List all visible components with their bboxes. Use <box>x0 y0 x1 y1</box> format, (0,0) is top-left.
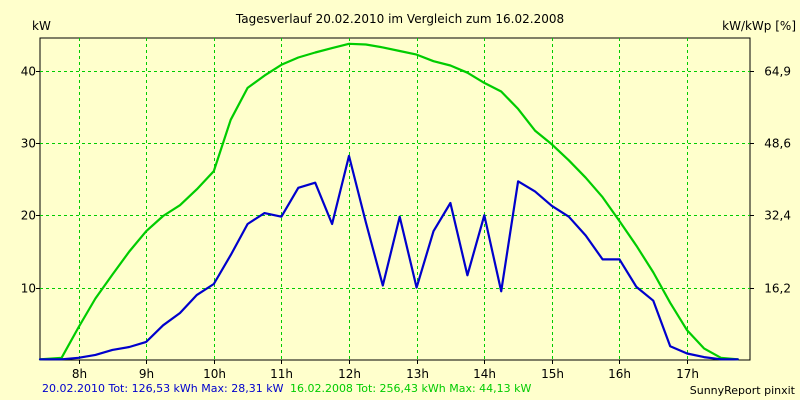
x-tick-label-1: 9h <box>139 367 154 381</box>
chart-title: Tagesverlauf 20.02.2010 im Vergleich zum… <box>235 12 564 26</box>
y-axis-right-label: kW/kWp [%] <box>722 19 796 33</box>
credit-text: SunnyReport pinxit <box>690 384 796 397</box>
y-tick-label-right-0: 16,2 <box>764 282 791 296</box>
series-line-16-02-2008 <box>38 42 739 361</box>
x-tick-label-5: 13h <box>406 367 429 381</box>
x-tick-label-3: 11h <box>270 367 293 381</box>
legend-entry-20-02-2010: 20.02.2010 Tot: 126,53 kWh Max: 28,31 kW <box>42 382 284 395</box>
tick-labels: 8h 9h 10h 11h 12h 13h 14h 15h 16h 17h 10 16,2 20 32,4… <box>21 65 791 382</box>
y-tick-label-right-3: 64,9 <box>764 65 791 79</box>
x-tick-label-2: 10h <box>203 367 226 381</box>
x-tick-label-8: 16h <box>608 367 631 381</box>
grid <box>36 38 754 364</box>
x-tick-label-4: 12h <box>338 367 361 381</box>
y-tick-label-left-3: 40 <box>21 65 36 79</box>
y-tick-label-left-1: 20 <box>21 209 36 223</box>
plot-area <box>39 37 751 361</box>
series-line-20-02-2010 <box>38 154 739 361</box>
x-tick-label-0: 8h <box>72 367 87 381</box>
x-tick-label-6: 14h <box>473 367 496 381</box>
x-tick-label-9: 17h <box>676 367 699 381</box>
series-lines <box>38 42 739 361</box>
legend-entry-16-02-2008: 16.02.2008 Tot: 256,43 kWh Max: 44,13 kW <box>290 382 532 395</box>
y-tick-label-right-2: 48,6 <box>764 137 791 151</box>
y-tick-label-left-0: 10 <box>21 282 36 296</box>
y-tick-label-right-1: 32,4 <box>764 209 791 223</box>
x-tick-label-7: 15h <box>541 367 564 381</box>
footer-legend: 20.02.2010 Tot: 126,53 kWh Max: 28,31 kW… <box>42 382 532 395</box>
y-axis-left-label: kW <box>32 19 51 33</box>
y-tick-label-left-2: 30 <box>21 137 36 151</box>
